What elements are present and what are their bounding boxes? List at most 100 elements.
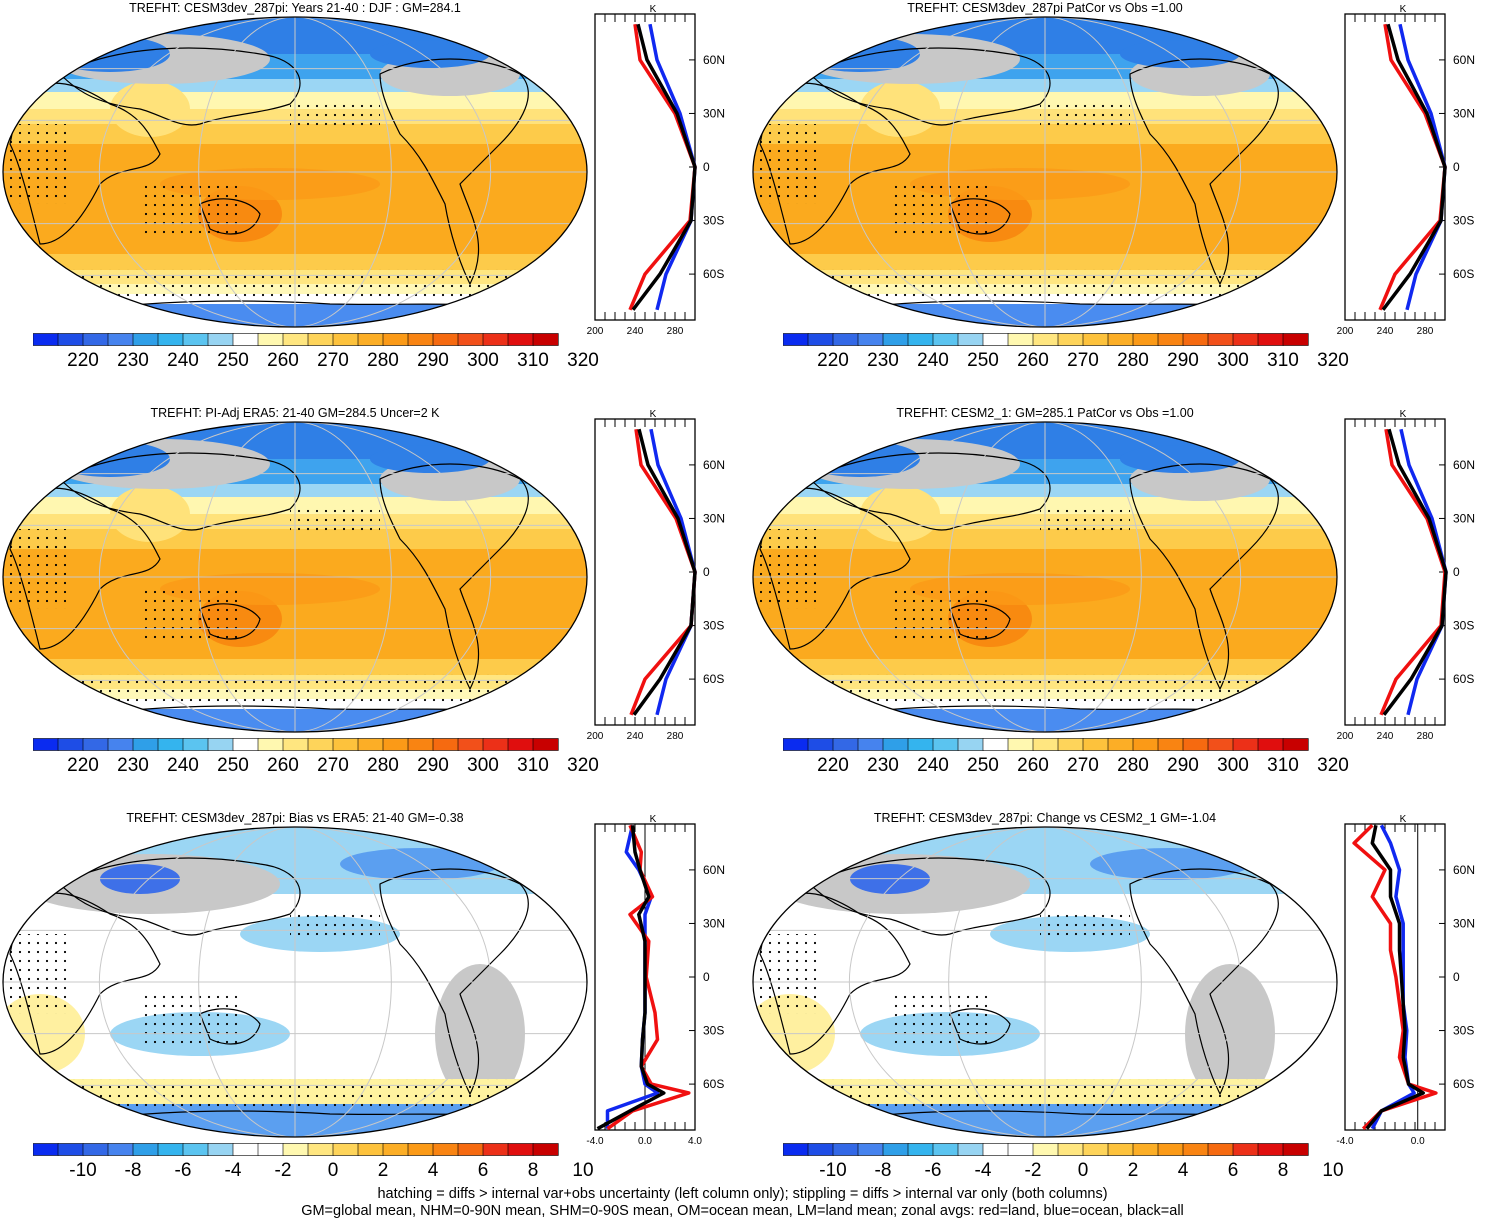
- colorbar-tick-label: 310: [1267, 755, 1299, 776]
- zonal-xtick-label: 200: [587, 326, 604, 337]
- lat-tick-label: 60N: [703, 458, 725, 472]
- lat-tick-label: 30N: [1453, 916, 1475, 930]
- colorbar-swatch: [407, 333, 434, 346]
- colorbar-swatch: [982, 1143, 1009, 1156]
- colorbar-tick-label: 290: [1167, 755, 1199, 776]
- zonal-xtick-label: 240: [627, 326, 644, 337]
- colorbar-swatch: [982, 333, 1009, 346]
- footnote-line-2: GM=global mean, NHM=0-90N mean, SHM=0-90…: [301, 1203, 1184, 1218]
- colorbar-swatch: [1207, 1143, 1234, 1156]
- colorbar-tick-label: -10: [69, 1160, 97, 1181]
- lat-tick-label: 60S: [1453, 267, 1474, 281]
- colorbar-tick-label: 230: [117, 350, 149, 371]
- colorbar-tick-label: -10: [819, 1160, 847, 1181]
- colorbar-swatch: [782, 333, 809, 346]
- colorbar-swatch: [807, 333, 834, 346]
- colorbar-swatch: [1282, 738, 1309, 751]
- colorbar-block: 220 230 240 250 260 270 280 290 300 310 320: [782, 738, 1349, 778]
- colorbar-swatch: [207, 1143, 234, 1156]
- zonal-unit: K: [650, 409, 657, 420]
- colorbar-tick-label: 10: [572, 1160, 594, 1181]
- graticule: [753, 17, 1337, 327]
- zonal-unit: K: [650, 4, 657, 15]
- colorbar-swatch: [1132, 738, 1159, 751]
- map-plot: [752, 16, 1338, 328]
- graticule: [753, 422, 1337, 732]
- colorbar-swatch: [107, 1143, 134, 1156]
- colorbar-tick-label: 220: [817, 350, 849, 371]
- colorbar-swatch: [432, 1143, 459, 1156]
- zonal-line-land: [1352, 824, 1438, 1130]
- panel-title: TREFHT: CESM3dev_287pi: Bias vs ERA5: 21…: [126, 811, 464, 825]
- colorbar-swatch: [1082, 1143, 1109, 1156]
- colorbar-tick-label: 270: [317, 755, 349, 776]
- colorbar-tick-label: 300: [467, 755, 499, 776]
- colorbar-swatch: [1107, 1143, 1134, 1156]
- lat-tick-label: 60S: [703, 1077, 724, 1091]
- colorbar-swatch: [1007, 738, 1034, 751]
- colorbar-swatch: [332, 333, 359, 346]
- colorbar-swatch: [332, 1143, 359, 1156]
- colorbar-labels: -10 -8 -6 -4 -2 0 2 4 6 8 10: [783, 1160, 1343, 1182]
- zonal-line-all: [631, 23, 697, 311]
- colorbar-swatch: [907, 1143, 934, 1156]
- graticule: [3, 827, 587, 1137]
- colorbar-tick-label: 270: [1067, 350, 1099, 371]
- colorbar-swatch: [232, 738, 259, 751]
- colorbar: [32, 1143, 559, 1156]
- colorbar-tick-label: 300: [467, 350, 499, 371]
- colorbar-swatch: [832, 738, 859, 751]
- panel-p6: TREFHT: CESM3dev_287pi: Change vs CESM2_…: [750, 810, 1485, 1210]
- colorbar-swatch: [32, 333, 59, 346]
- colorbar-tick-label: -8: [124, 1160, 142, 1181]
- panel-title: TREFHT: PI-Adj ERA5: 21-40 GM=284.5 Unce…: [150, 406, 440, 420]
- zonal-line-ocean: [648, 23, 697, 311]
- colorbar-swatch: [807, 738, 834, 751]
- lat-tick-label: 60N: [1453, 458, 1475, 472]
- colorbar-swatch: [1032, 333, 1059, 346]
- colorbar-swatch: [957, 333, 984, 346]
- colorbar-swatch: [932, 333, 959, 346]
- colorbar-tick-label: 280: [1117, 350, 1149, 371]
- graticule: [753, 827, 1337, 1137]
- colorbar-swatch: [1032, 738, 1059, 751]
- colorbar-swatch: [432, 738, 459, 751]
- colorbar-swatch: [882, 1143, 909, 1156]
- zonal-xtick-label: 200: [1337, 731, 1354, 742]
- colorbar-swatch: [1257, 738, 1284, 751]
- colorbar-tick-label: 220: [817, 755, 849, 776]
- map-plot: [2, 826, 588, 1138]
- colorbar-swatch: [457, 738, 484, 751]
- colorbar-swatch: [382, 1143, 409, 1156]
- colorbar-labels: 220 230 240 250 260 270 280 290 300 310 320: [33, 755, 599, 777]
- colorbar-tick-label: 270: [1067, 755, 1099, 776]
- lat-tick-label: 60S: [1453, 672, 1474, 686]
- panel-title: TREFHT: CESM2_1: GM=285.1 PatCor vs Obs …: [896, 406, 1194, 420]
- colorbar-swatch: [32, 1143, 59, 1156]
- colorbar-swatch: [307, 1143, 334, 1156]
- zonal-average-plot: K 200 240 280 60N 30N 0 30S 60S: [587, 409, 725, 742]
- lat-tick-label: 30N: [703, 106, 725, 120]
- map-plot: [752, 826, 1338, 1138]
- colorbar-tick-label: -6: [924, 1160, 942, 1181]
- colorbar-swatch: [257, 333, 284, 346]
- colorbar-tick-label: 4: [427, 1160, 439, 1181]
- footnote-line-1: hatching = diffs > internal var+obs unce…: [377, 1186, 1108, 1202]
- colorbar-swatch: [182, 738, 209, 751]
- colorbar-swatch: [57, 1143, 84, 1156]
- colorbar-swatch: [357, 333, 384, 346]
- panel-title: TREFHT: CESM3dev_287pi: Years 21-40 : DJ…: [129, 1, 461, 15]
- colorbar-swatch: [282, 1143, 309, 1156]
- colorbar: [782, 333, 1309, 346]
- colorbar-tick-label: 290: [417, 755, 449, 776]
- colorbar-swatch: [1207, 738, 1234, 751]
- colorbar-labels: -10 -8 -6 -4 -2 0 2 4 6 8 10: [33, 1160, 593, 1182]
- colorbar-swatch: [407, 1143, 434, 1156]
- zonal-line-all: [1365, 824, 1425, 1130]
- colorbar-swatch: [482, 333, 509, 346]
- colorbar-swatch: [1182, 738, 1209, 751]
- zonal-unit: K: [1400, 4, 1407, 15]
- colorbar-tick-label: 280: [367, 350, 399, 371]
- lat-tick-label: 30N: [703, 511, 725, 525]
- colorbar-swatch: [182, 1143, 209, 1156]
